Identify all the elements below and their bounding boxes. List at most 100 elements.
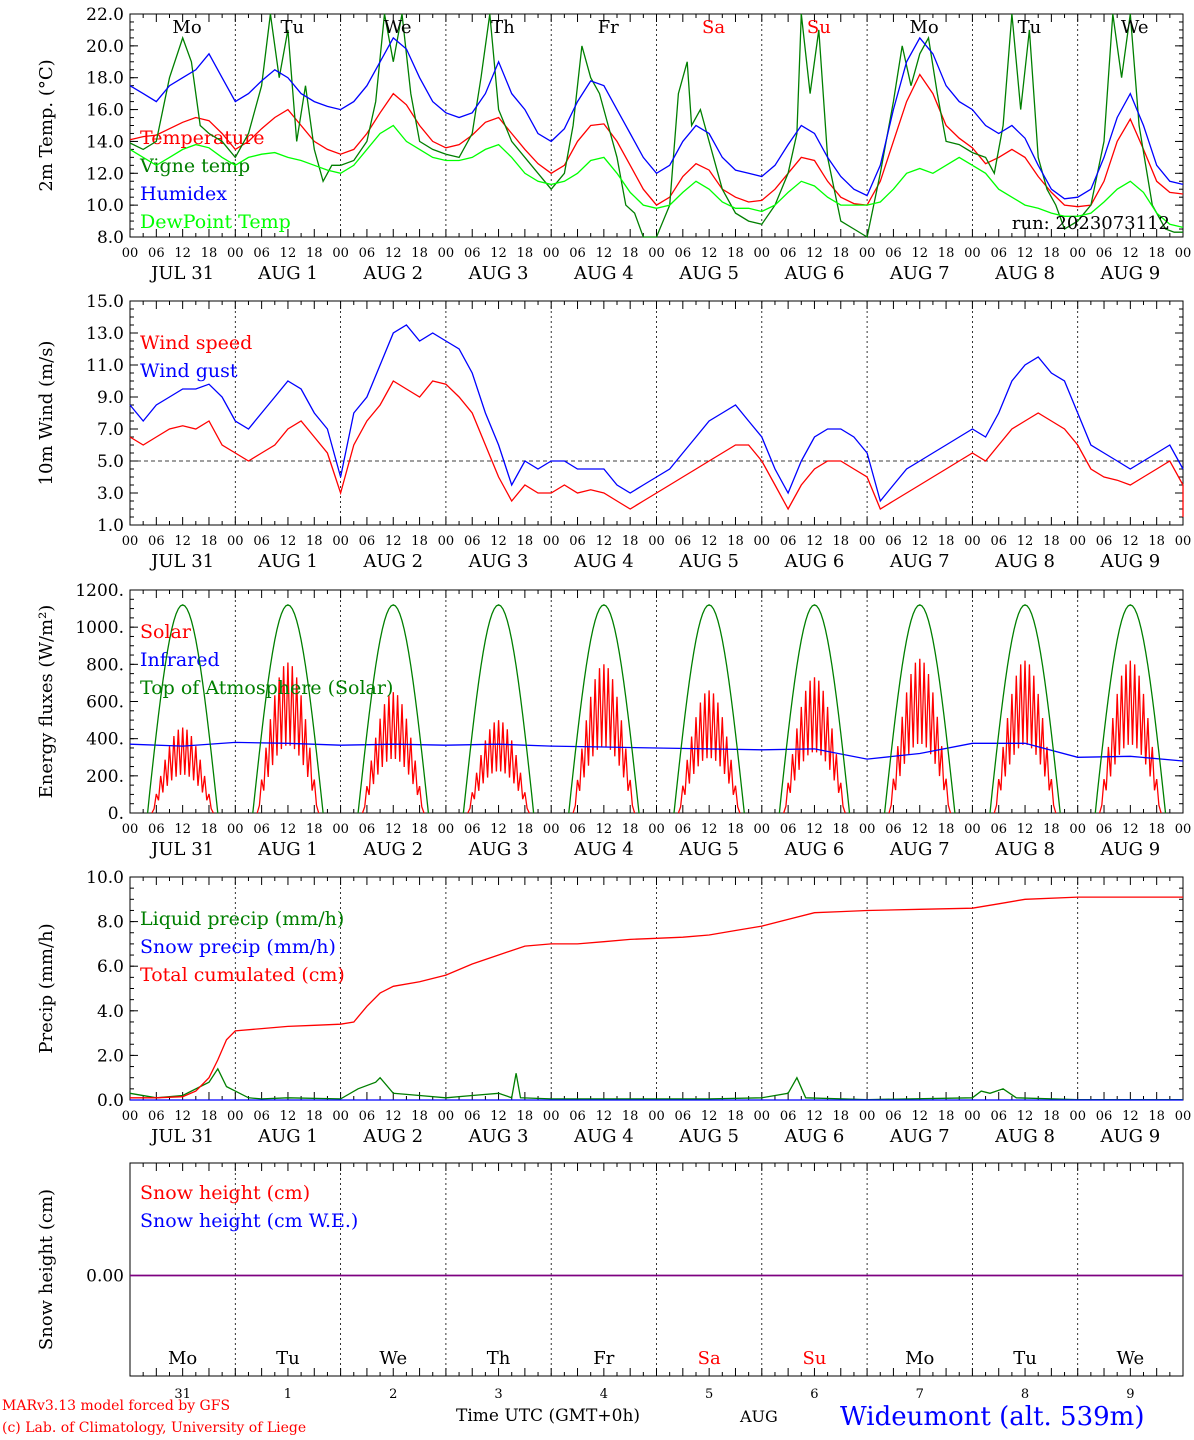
y-tick-label: 1000. (75, 618, 124, 638)
hour-tick-label: 12 (280, 822, 297, 837)
date-label: AUG 5 (678, 263, 739, 284)
hour-tick-label: 06 (675, 822, 692, 837)
hour-tick-label: 12 (806, 822, 823, 837)
hour-tick-label: 18 (201, 1109, 218, 1124)
y-tick-label: 0. (108, 804, 124, 824)
weekday-label: We (379, 1348, 407, 1369)
hour-tick-label: 06 (1096, 246, 1113, 261)
hour-tick-label: 18 (727, 246, 744, 261)
hour-tick-label: 00 (332, 1109, 349, 1124)
hour-tick-label: 06 (990, 534, 1007, 549)
hour-tick-label: 18 (727, 534, 744, 549)
station-title: Wideumont (alt. 539m) (840, 1402, 1145, 1432)
date-label: AUG 2 (362, 263, 423, 284)
hour-tick-label: 18 (1043, 246, 1060, 261)
y-tick-label: 22.0 (86, 5, 124, 25)
series-line-wind-speed (129, 380, 1184, 517)
hour-tick-label: 06 (780, 534, 797, 549)
panel-5: 0.00 Snow height (cm) Snow height (cm) Snow… (36, 1162, 1184, 1402)
hour-tick-label: 12 (174, 1109, 191, 1124)
hour-tick-label: 06 (885, 1109, 902, 1124)
series-line-infrared (129, 741, 1184, 762)
hour-tick-label: 06 (464, 822, 481, 837)
legend-entry: DewPoint Temp (140, 211, 291, 233)
date-label: AUG 9 (1099, 1126, 1160, 1147)
hour-tick-label: 12 (1017, 246, 1034, 261)
hour-tick-label: 18 (622, 534, 639, 549)
hour-tick-label: 06 (885, 246, 902, 261)
hour-tick-label: 00 (859, 1109, 876, 1124)
date-label: AUG 8 (994, 839, 1055, 860)
hour-tick-label: 06 (990, 246, 1007, 261)
date-label: AUG 1 (257, 551, 318, 572)
hour-tick-label: 00 (859, 822, 876, 837)
date-label: AUG 7 (889, 1126, 950, 1147)
hour-tick-label: 00 (648, 246, 665, 261)
day-number: 6 (810, 1387, 818, 1402)
hour-tick-label: 12 (701, 822, 718, 837)
hour-tick-label: 18 (517, 246, 534, 261)
hour-tick-label: 00 (438, 246, 455, 261)
date-label: AUG 4 (573, 1126, 634, 1147)
weekday-label: Tu (1013, 1348, 1037, 1369)
date-label: AUG 1 (257, 839, 318, 860)
date-label: AUG 4 (573, 839, 634, 860)
hour-tick-label: 06 (148, 246, 165, 261)
hour-tick-label: 12 (280, 246, 297, 261)
legend-entry: Total cumulated (cm) (140, 964, 345, 986)
hour-tick-label: 12 (911, 246, 928, 261)
weekday-label: We (1121, 17, 1149, 38)
hour-tick-label: 18 (833, 1109, 850, 1124)
hour-tick-label: 18 (517, 822, 534, 837)
date-label: AUG 1 (257, 1126, 318, 1147)
day-number: 3 (494, 1387, 502, 1402)
hour-tick-label: 18 (938, 822, 955, 837)
panel-4: 0.0 2.0 4.0 6.0 8.0 10.0 Precip (mm/h) Liquid p… (36, 868, 1191, 1147)
hour-tick-label: 12 (701, 534, 718, 549)
hour-tick-label: 12 (596, 822, 613, 837)
hour-tick-label: 00 (543, 534, 560, 549)
y-tick-label: 600. (86, 693, 124, 713)
y-tick-label: 200. (86, 767, 124, 787)
hour-tick-label: 06 (464, 534, 481, 549)
legend-entry: Humidex (140, 183, 227, 205)
hour-tick-label: 06 (675, 1109, 692, 1124)
hour-tick-label: 18 (833, 246, 850, 261)
series-line-solar (151, 658, 1162, 814)
hour-tick-label: 06 (148, 534, 165, 549)
y-tick-label: 12.0 (86, 164, 124, 184)
weekday-label: Su (802, 1348, 826, 1369)
y-tick-label: 14.0 (86, 132, 124, 152)
hour-tick-label: 18 (1043, 1109, 1060, 1124)
y-tick-label: 8.0 (97, 228, 124, 248)
date-label: AUG 4 (573, 551, 634, 572)
y-tick-label: 18.0 (86, 69, 124, 89)
y-tick-label: 15.0 (86, 292, 124, 312)
hour-tick-label: 06 (990, 1109, 1007, 1124)
weekday-label: Mo (172, 17, 201, 38)
hour-tick-label: 00 (1069, 534, 1086, 549)
weekday-label: Sa (698, 1348, 721, 1369)
hour-tick-label: 00 (754, 822, 771, 837)
hour-tick-label: 12 (174, 246, 191, 261)
hour-tick-label: 00 (227, 246, 244, 261)
hour-tick-label: 12 (596, 534, 613, 549)
hour-tick-label: 18 (727, 1109, 744, 1124)
hour-tick-label: 12 (280, 1109, 297, 1124)
date-label: AUG 6 (784, 551, 845, 572)
weekday-label: Th (491, 17, 515, 38)
hour-tick-label: 06 (253, 534, 270, 549)
date-label: AUG 2 (362, 1126, 423, 1147)
legend-entry: Top of Atmosphere (Solar) (140, 677, 393, 699)
date-label: AUG 9 (1099, 839, 1160, 860)
hour-tick-label: 00 (754, 534, 771, 549)
hour-tick-label: 18 (727, 822, 744, 837)
hour-tick-label: 18 (1148, 534, 1165, 549)
hour-tick-label: 00 (1175, 822, 1192, 837)
y-tick-label: 800. (86, 655, 124, 675)
y-axis-label: Precip (mm/h) (36, 923, 57, 1053)
hour-tick-label: 12 (1122, 246, 1139, 261)
legend-entry: Snow precip (mm/h) (140, 936, 336, 958)
hour-tick-label: 18 (411, 822, 428, 837)
hour-tick-label: 12 (490, 1109, 507, 1124)
